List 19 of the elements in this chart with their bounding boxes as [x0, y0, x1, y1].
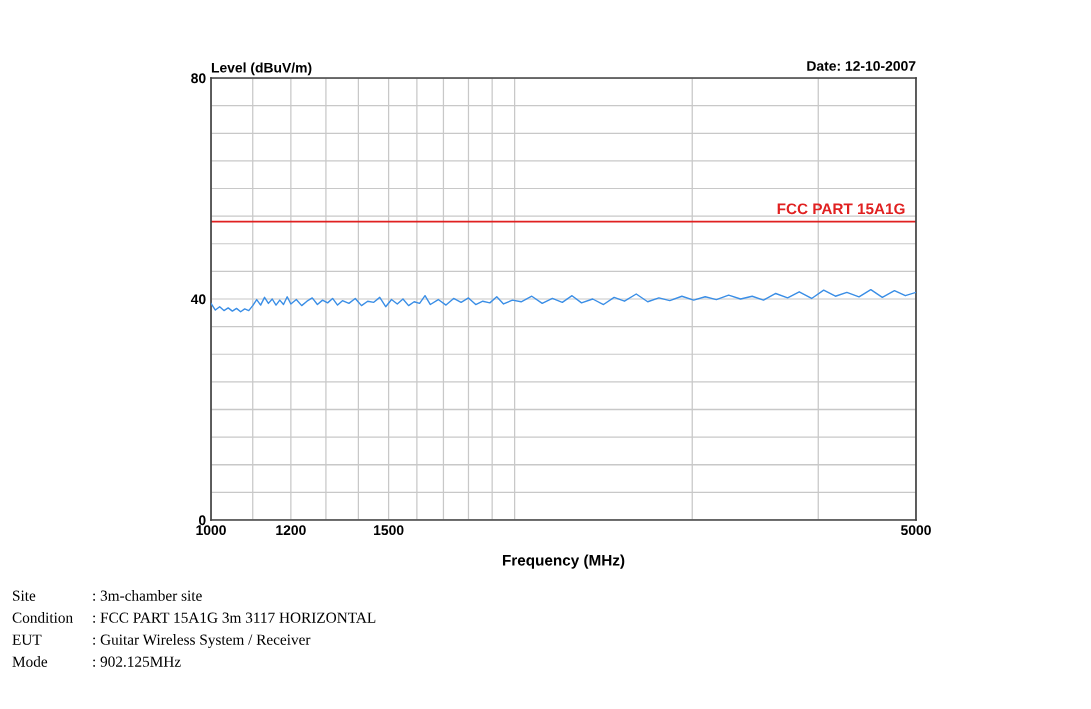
y-tick-label: 40 [190, 294, 206, 305]
text: : FCC PART 15A1G 3m 3117 HORIZONTAL [93, 612, 376, 623]
text: Site [13, 590, 36, 601]
text: : 902.125MHz [93, 656, 181, 667]
text: Condition [12, 612, 73, 623]
x-tick-label: 5000 [900, 525, 931, 536]
y-tick-label: 80 [191, 73, 206, 84]
x-tick-label: 1500 [374, 525, 404, 536]
text: EUT [12, 634, 42, 645]
text: Date: 12-10-2007 [807, 61, 916, 71]
text: Mode [12, 656, 48, 667]
x-tick-label: 1000 [196, 525, 226, 536]
text: : Guitar Wireless System / Receiver [93, 634, 311, 648]
y-tick-label: 0 [198, 515, 206, 526]
ref-line-label: FCC PART 15A1G [777, 203, 905, 215]
text: : 3m-chamber site [93, 590, 202, 601]
x-axis-title: Frequency (MHz) [502, 554, 625, 569]
chart-title: Level (dBuV/m) [211, 62, 312, 76]
x-tick-label: 1200 [276, 525, 306, 536]
